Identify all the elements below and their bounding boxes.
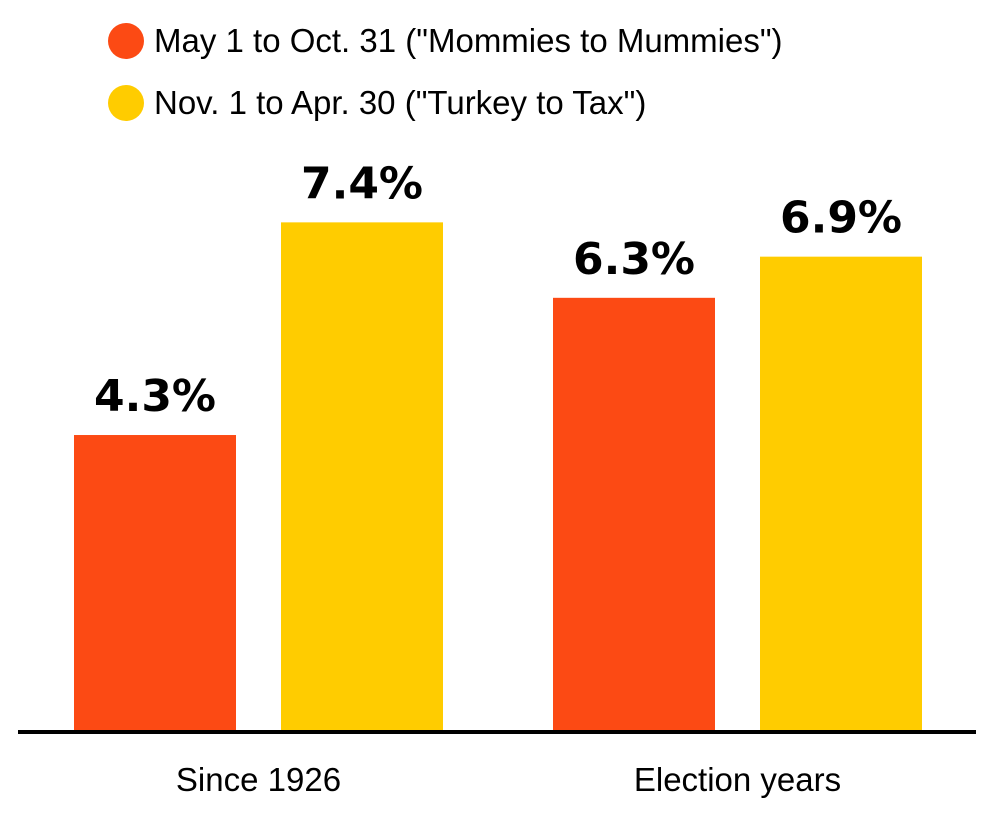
value-label-nov-apr-1: 6.9% bbox=[780, 193, 902, 244]
value-label-nov-apr-0: 7.4% bbox=[301, 158, 423, 209]
bar-may-oct-1 bbox=[553, 297, 715, 730]
legend-label-may-oct: May 1 to Oct. 31 ("Mommies to Mummies") bbox=[154, 22, 783, 59]
legend-swatch-nov-apr bbox=[108, 85, 144, 121]
legend-item-may-oct: May 1 to Oct. 31 ("Mommies to Mummies") bbox=[108, 18, 783, 64]
value-label-may-oct-0: 4.3% bbox=[94, 371, 216, 422]
legend-label-nov-apr: Nov. 1 to Apr. 30 ("Turkey to Tax") bbox=[154, 84, 647, 121]
bar-nov-apr-0 bbox=[281, 222, 443, 731]
bars-layer bbox=[74, 222, 922, 731]
legend-item-nov-apr: Nov. 1 to Apr. 30 ("Turkey to Tax") bbox=[108, 80, 783, 126]
bar-nov-apr-1 bbox=[760, 256, 922, 730]
category-label-1: Election years bbox=[634, 761, 841, 798]
chart-legend: May 1 to Oct. 31 ("Mommies to Mummies") … bbox=[108, 18, 783, 142]
bar-may-oct-0 bbox=[74, 435, 236, 730]
legend-swatch-may-oct bbox=[108, 23, 144, 59]
value-label-may-oct-1: 6.3% bbox=[573, 234, 695, 285]
labels-layer: 4.3% 7.4% Since 1926 6.3% 6.9% Election years bbox=[94, 158, 902, 798]
category-label-0: Since 1926 bbox=[176, 761, 341, 798]
